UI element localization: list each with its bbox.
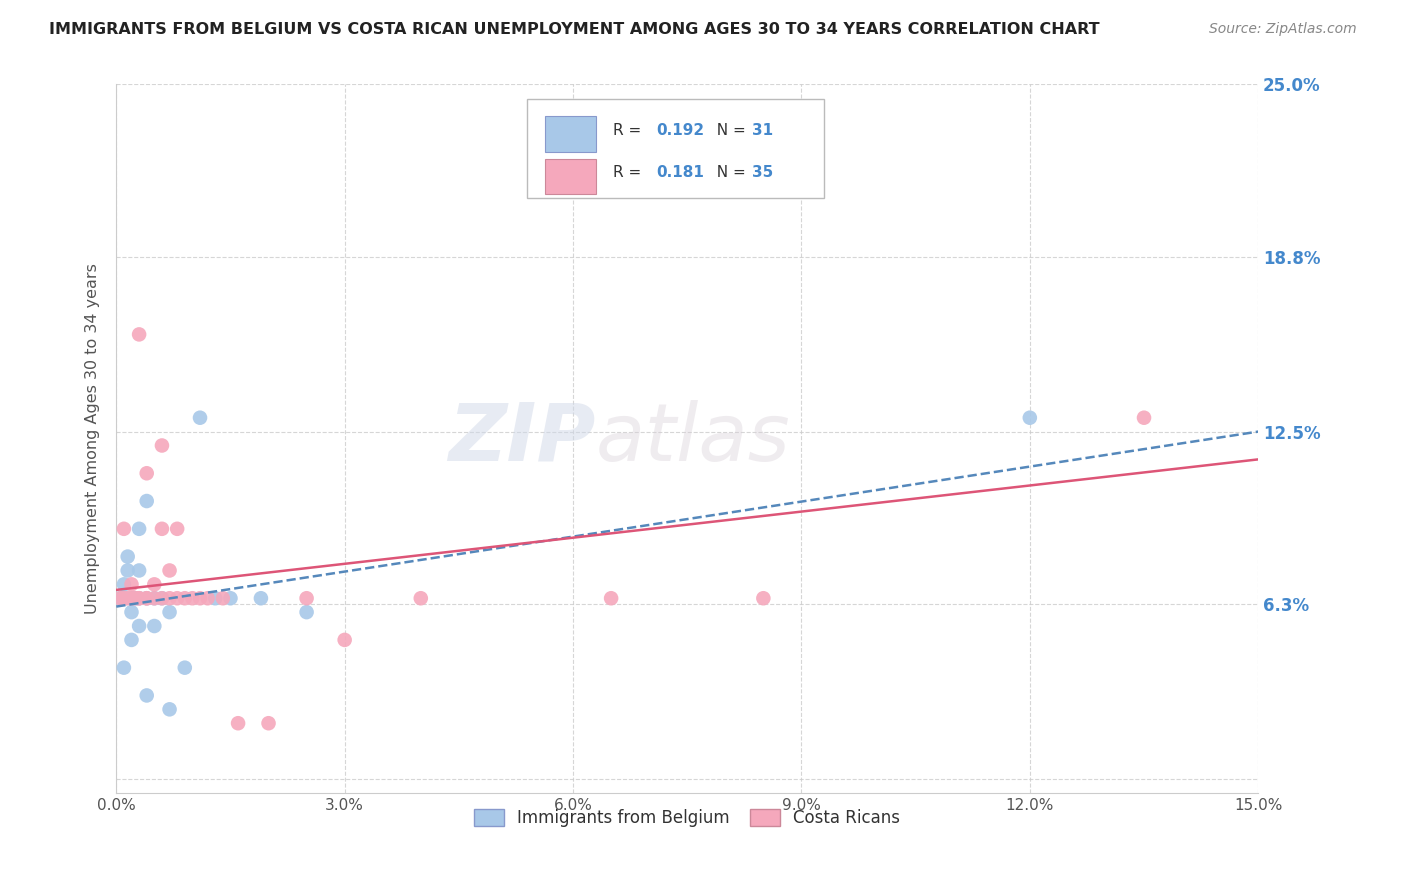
Bar: [544, 116, 596, 152]
Point: [121, 591, 143, 606]
Point: [257, 716, 280, 731]
Text: N =: N =: [707, 166, 751, 180]
Point: [1133, 410, 1156, 425]
Point: [188, 591, 211, 606]
Point: [128, 591, 150, 606]
Point: [143, 577, 166, 591]
Text: N =: N =: [707, 123, 751, 138]
Point: [112, 661, 135, 675]
Point: [181, 591, 204, 606]
Point: [143, 591, 166, 606]
Point: [112, 591, 135, 606]
Point: [752, 591, 775, 606]
Point: [197, 591, 219, 606]
Bar: [527, 99, 824, 198]
Point: [121, 632, 143, 647]
Point: [135, 689, 157, 703]
Point: [124, 591, 146, 606]
Point: [135, 591, 157, 606]
Point: [188, 410, 211, 425]
Point: [117, 591, 139, 606]
Point: [333, 632, 356, 647]
Text: IMMIGRANTS FROM BELGIUM VS COSTA RICAN UNEMPLOYMENT AMONG AGES 30 TO 34 YEARS CO: IMMIGRANTS FROM BELGIUM VS COSTA RICAN U…: [49, 22, 1099, 37]
Point: [159, 702, 181, 716]
Text: atlas: atlas: [596, 400, 790, 477]
Point: [128, 564, 150, 578]
Point: [128, 591, 150, 606]
Text: 0.181: 0.181: [657, 166, 704, 180]
Text: R =: R =: [613, 166, 647, 180]
Point: [111, 591, 134, 606]
Point: [108, 591, 131, 606]
Point: [121, 577, 143, 591]
Point: [135, 494, 157, 508]
Point: [1018, 410, 1040, 425]
Point: [143, 591, 166, 606]
Point: [124, 591, 146, 606]
Point: [128, 591, 150, 606]
Text: 35: 35: [752, 166, 773, 180]
Text: R =: R =: [613, 123, 647, 138]
Point: [150, 591, 173, 606]
Text: ZIP: ZIP: [449, 400, 596, 477]
Point: [173, 661, 195, 675]
Point: [121, 605, 143, 619]
Legend: Immigrants from Belgium, Costa Ricans: Immigrants from Belgium, Costa Ricans: [467, 803, 907, 834]
Point: [159, 605, 181, 619]
Point: [173, 591, 195, 606]
Bar: [544, 159, 596, 194]
Point: [159, 564, 181, 578]
Point: [117, 564, 139, 578]
Point: [128, 327, 150, 342]
Point: [112, 522, 135, 536]
Point: [204, 591, 226, 606]
Point: [135, 591, 157, 606]
Point: [108, 591, 131, 606]
Point: [135, 467, 157, 481]
Point: [219, 591, 242, 606]
Point: [128, 522, 150, 536]
Point: [226, 716, 249, 731]
Point: [150, 438, 173, 452]
Point: [159, 591, 181, 606]
Point: [112, 577, 135, 591]
Point: [150, 522, 173, 536]
Point: [166, 591, 188, 606]
Point: [121, 591, 143, 606]
Point: [295, 591, 318, 606]
Point: [166, 522, 188, 536]
Point: [128, 619, 150, 633]
Point: [600, 591, 623, 606]
Point: [112, 591, 135, 606]
Point: [409, 591, 432, 606]
Text: 0.192: 0.192: [657, 123, 704, 138]
Point: [212, 591, 235, 606]
Point: [250, 591, 273, 606]
Point: [150, 591, 173, 606]
Text: 31: 31: [752, 123, 773, 138]
Point: [117, 549, 139, 564]
Point: [295, 605, 318, 619]
Point: [143, 619, 166, 633]
Y-axis label: Unemployment Among Ages 30 to 34 years: Unemployment Among Ages 30 to 34 years: [86, 263, 100, 614]
Point: [114, 591, 136, 606]
Point: [135, 591, 157, 606]
Text: Source: ZipAtlas.com: Source: ZipAtlas.com: [1209, 22, 1357, 37]
